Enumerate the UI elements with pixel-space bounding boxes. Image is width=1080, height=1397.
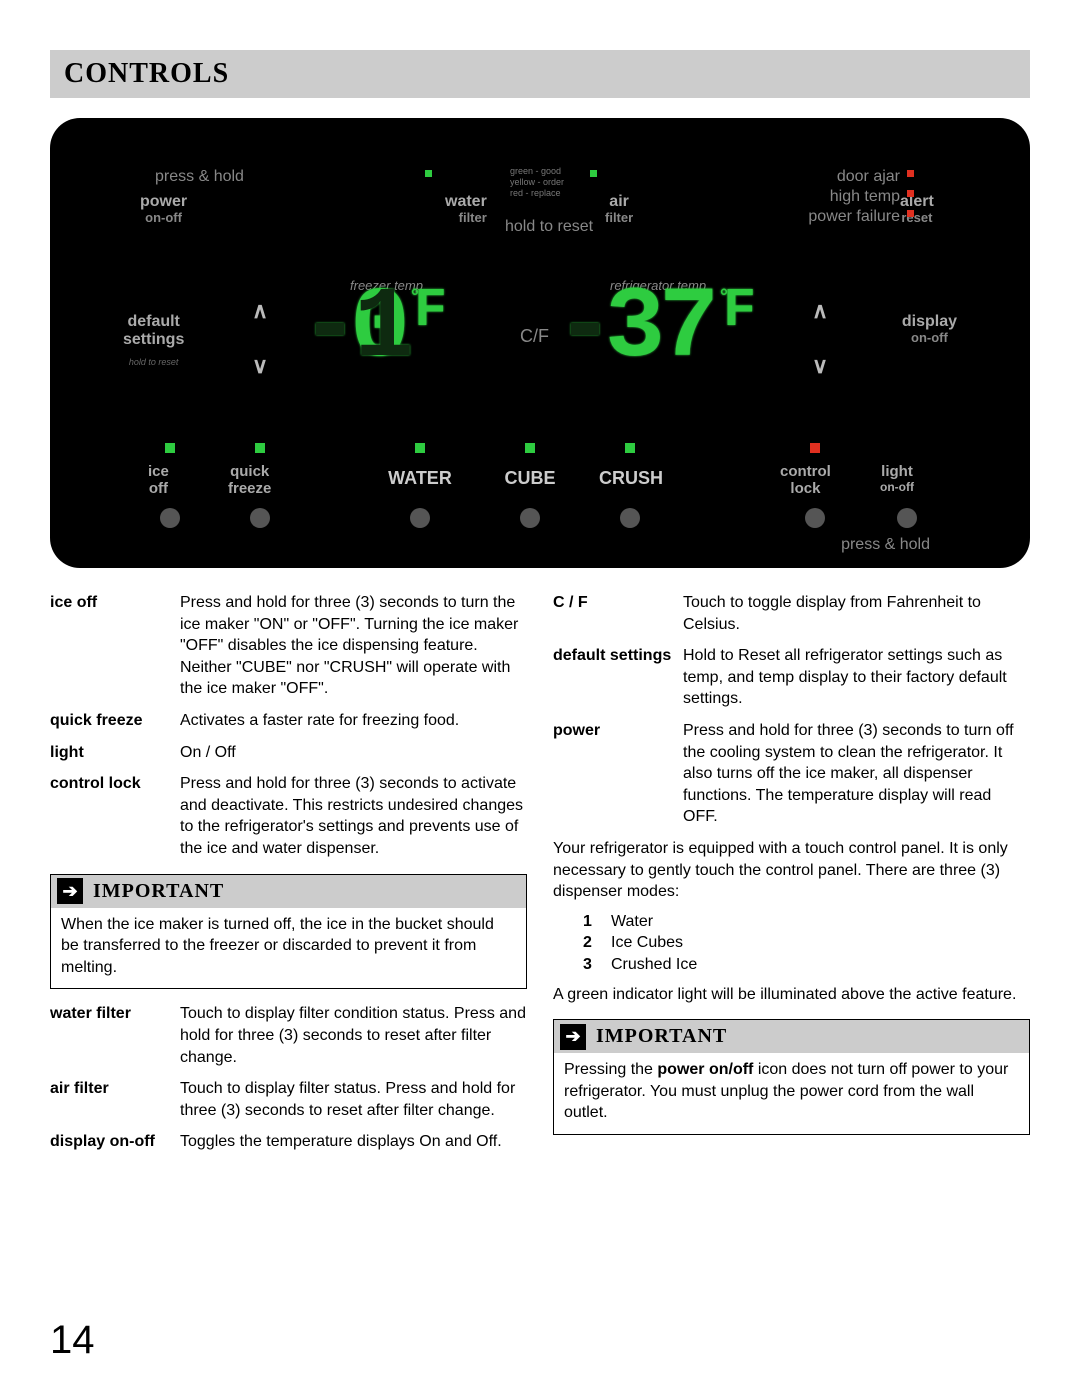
hint-hold-reset-filter: hold to reset [505, 218, 593, 236]
high-temp-label: high temp [830, 188, 900, 206]
control-lock-label[interactable]: controllock [780, 463, 831, 497]
light-button[interactable] [897, 508, 917, 528]
right-column: C / F Touch to toggle display from Fahre… [553, 592, 1030, 1163]
para-green-light: A green indicator light will be illumina… [553, 984, 1030, 1006]
desc-waterfilter: water filter Touch to display filter con… [50, 1003, 527, 1068]
filter-legend: green - good yellow - order red - replac… [510, 166, 564, 198]
desc-iceoff: ice off Press and hold for three (3) sec… [50, 592, 527, 700]
alert-reset-label[interactable]: alert reset [900, 193, 934, 225]
cf-toggle[interactable]: C/F [520, 326, 549, 347]
crush-led [625, 443, 635, 453]
quick-freeze-label[interactable]: quickfreeze [228, 463, 271, 497]
section-title-bar: CONTROLS [50, 50, 1030, 98]
important-right: ➔ IMPORTANT Pressing the power on/off ic… [553, 1019, 1030, 1135]
arrow-icon: ➔ [57, 878, 83, 904]
door-ajar-label: door ajar [837, 168, 900, 186]
iceoff-led [165, 443, 175, 453]
cube-led [525, 443, 535, 453]
desc-airfilter: air filter Touch to display filter statu… [50, 1078, 527, 1121]
crush-button[interactable] [620, 508, 640, 528]
water-led [415, 443, 425, 453]
left-column: ice off Press and hold for three (3) sec… [50, 592, 527, 1163]
lock-led [810, 443, 820, 453]
freezer-up[interactable]: ∧ [245, 298, 275, 324]
qf-led [255, 443, 265, 453]
cube-button[interactable] [520, 508, 540, 528]
default-settings-label[interactable]: default settings hold to reset [123, 313, 184, 368]
iceoff-button[interactable] [160, 508, 180, 528]
crush-label[interactable]: CRUSH [595, 468, 667, 489]
water-label[interactable]: WATER [385, 468, 455, 489]
cube-label[interactable]: CUBE [500, 468, 560, 489]
desc-displayonoff: display on-off Toggles the temperature d… [50, 1131, 527, 1153]
control-lock-button[interactable] [805, 508, 825, 528]
fridge-down[interactable]: ∨ [805, 353, 835, 379]
important-left: ➔ IMPORTANT When the ice maker is turned… [50, 874, 527, 990]
important-right-body: Pressing the power on/off icon does not … [554, 1053, 1029, 1134]
light-label[interactable]: lighton-off [880, 463, 914, 494]
air-filter-led [590, 170, 597, 177]
control-panel: press & hold green - good yellow - order… [50, 118, 1030, 568]
fridge-up[interactable]: ∧ [805, 298, 835, 324]
dispenser-modes: 1Water 2Ice Cubes 3Crushed Ice [583, 911, 1030, 976]
page-number: 14 [50, 1318, 95, 1363]
hint-press-hold-br: press & hold [841, 536, 930, 554]
para-touch-panel: Your refrigerator is equipped with a tou… [553, 838, 1030, 903]
hint-press-hold: press & hold [155, 168, 244, 186]
desc-default: default settings Hold to Reset all refri… [553, 645, 1030, 710]
power-failure-label: power failure [808, 208, 900, 226]
desc-light: light On / Off [50, 742, 527, 764]
quick-freeze-button[interactable] [250, 508, 270, 528]
freezer-down[interactable]: ∨ [245, 353, 275, 379]
door-ajar-led [907, 170, 914, 177]
desc-cf: C / F Touch to toggle display from Fahre… [553, 592, 1030, 635]
arrow-icon: ➔ [560, 1024, 586, 1050]
power-label[interactable]: power on-off [140, 193, 187, 225]
section-title: CONTROLS [64, 58, 1016, 90]
water-button[interactable] [410, 508, 430, 528]
high-temp-led [907, 190, 914, 197]
water-filter-led [425, 170, 432, 177]
freezer-temp-display: -10°F [350, 273, 437, 386]
desc-quickfreeze: quick freeze Activates a faster rate for… [50, 710, 527, 732]
water-filter-label[interactable]: water filter [445, 193, 487, 225]
desc-power: power Press and hold for three (3) secon… [553, 720, 1030, 828]
iceoff-label[interactable]: iceoff [148, 463, 169, 497]
air-filter-label[interactable]: air filter [605, 193, 633, 225]
description-columns: ice off Press and hold for three (3) sec… [50, 592, 1030, 1163]
desc-controllock: control lock Press and hold for three (3… [50, 773, 527, 859]
fridge-temp-display: -37°F [605, 273, 746, 386]
display-onoff-label[interactable]: display on-off [902, 313, 957, 345]
power-failure-led [907, 210, 914, 217]
